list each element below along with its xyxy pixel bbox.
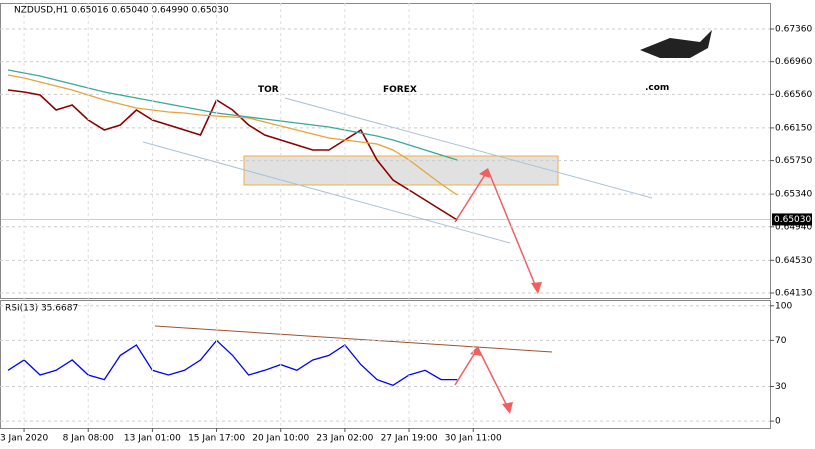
y-tick-label: 70 <box>775 336 787 346</box>
x-tick-label: 27 Jan 19:00 <box>381 434 438 444</box>
y-tick-label: 0 <box>775 417 781 427</box>
rsi-trendline <box>154 325 553 353</box>
y-tick-label: 30 <box>775 382 787 392</box>
x-tick-label: 15 Jan 17:00 <box>188 434 245 444</box>
price-panel <box>0 3 771 299</box>
rsi-panel <box>0 300 771 429</box>
current-price-box <box>772 213 812 226</box>
series-line <box>7 69 458 161</box>
x-tick-label: 8 Jan 08:00 <box>63 434 115 444</box>
x-tick-label: 23 Jan 02:00 <box>316 434 373 444</box>
logo-com: .com <box>645 83 669 93</box>
y-tick-label: 0.67360 <box>775 24 812 34</box>
price-title: NZDUSD,H1 0.65016 0.65040 0.64990 0.6503… <box>14 6 229 16</box>
y-tick-label: 0.66960 <box>775 57 812 67</box>
series-line <box>7 339 458 387</box>
channel-upper <box>284 97 653 199</box>
channel-lower <box>142 141 511 244</box>
series-line <box>7 89 458 221</box>
y-tick-label: 0.65340 <box>775 190 812 200</box>
y-tick-label: 100 <box>775 301 792 311</box>
rsi-forecast-arrow <box>454 346 511 413</box>
x-tick-label: 3 Jan 2020 <box>0 434 48 444</box>
y-tick-label: 0.66150 <box>775 123 812 133</box>
rsi-title: RSI(13) 35.6687 <box>5 304 78 314</box>
logo-forex: FOREX <box>383 85 417 95</box>
x-tick-label: 30 Jan 11:00 <box>445 434 502 444</box>
y-tick-label: 0.64530 <box>775 256 812 266</box>
y-tick-label: 0.64940 <box>775 222 812 232</box>
arrow-heads <box>479 168 542 294</box>
y-tick-label: 0.65750 <box>775 156 812 166</box>
annotations <box>142 97 653 414</box>
current-price-label: 0.65030 <box>774 215 811 225</box>
watermark: TOR FOREX .com <box>258 30 712 95</box>
series-line <box>7 74 458 196</box>
logo-tor: TOR <box>258 85 279 95</box>
x-tick-label: 20 Jan 10:00 <box>252 434 309 444</box>
x-tick-label: 13 Jan 01:00 <box>124 434 181 444</box>
logo-bull <box>640 30 712 58</box>
y-tick-label: 0.66560 <box>775 90 812 100</box>
y-tick-label: 0.64130 <box>775 289 812 299</box>
rsi-arrow-heads <box>470 346 513 414</box>
